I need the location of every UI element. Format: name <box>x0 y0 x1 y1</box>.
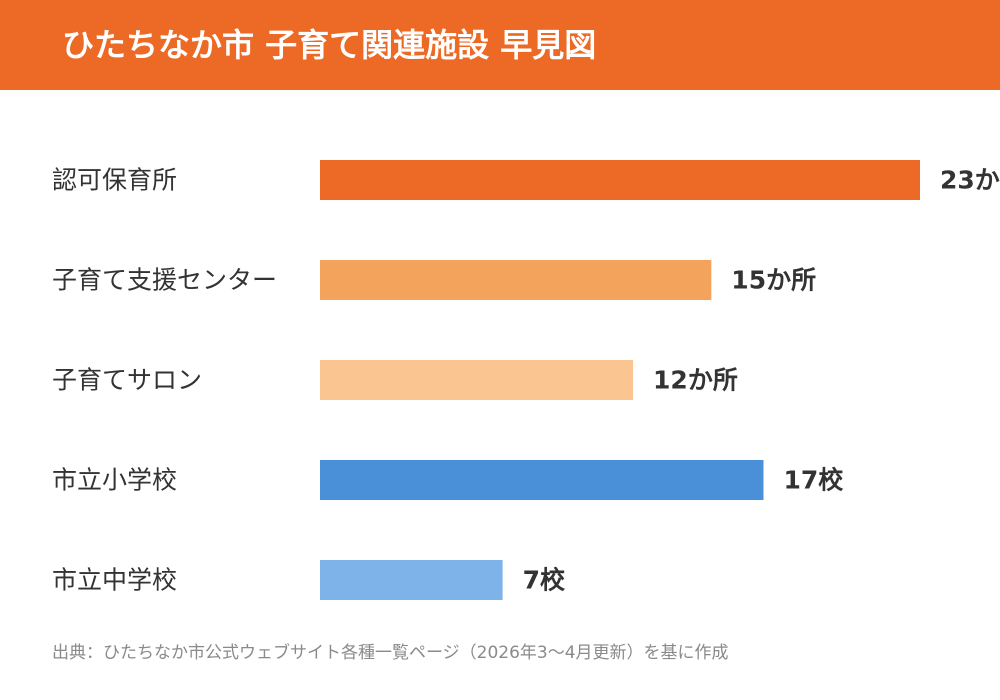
category-label: 子育て支援センター <box>52 266 277 295</box>
value-label: 15か所 <box>731 266 816 295</box>
bar <box>320 360 634 400</box>
bar <box>320 160 920 200</box>
value-label: 12か所 <box>653 366 738 395</box>
category-label: 市立中学校 <box>52 566 177 595</box>
category-label: 認可保育所 <box>52 166 177 195</box>
category-label: 市立小学校 <box>52 466 177 495</box>
chart-title: ひたちなか市 子育て関連施設 早見図 <box>62 26 597 64</box>
bar <box>320 260 712 300</box>
value-label: 23か所 <box>940 166 1000 195</box>
category-label: 子育てサロン <box>52 366 202 395</box>
bar <box>320 460 764 500</box>
chart-header: ひたちなか市 子育て関連施設 早見図 <box>0 0 1000 90</box>
value-label: 7校 <box>523 566 566 595</box>
bar <box>320 560 503 600</box>
value-label: 17校 <box>783 466 844 495</box>
source-note: 出典：ひたちなか市公式ウェブサイト各種一覧ページ（2026年3〜4月更新）を基に… <box>52 643 729 663</box>
